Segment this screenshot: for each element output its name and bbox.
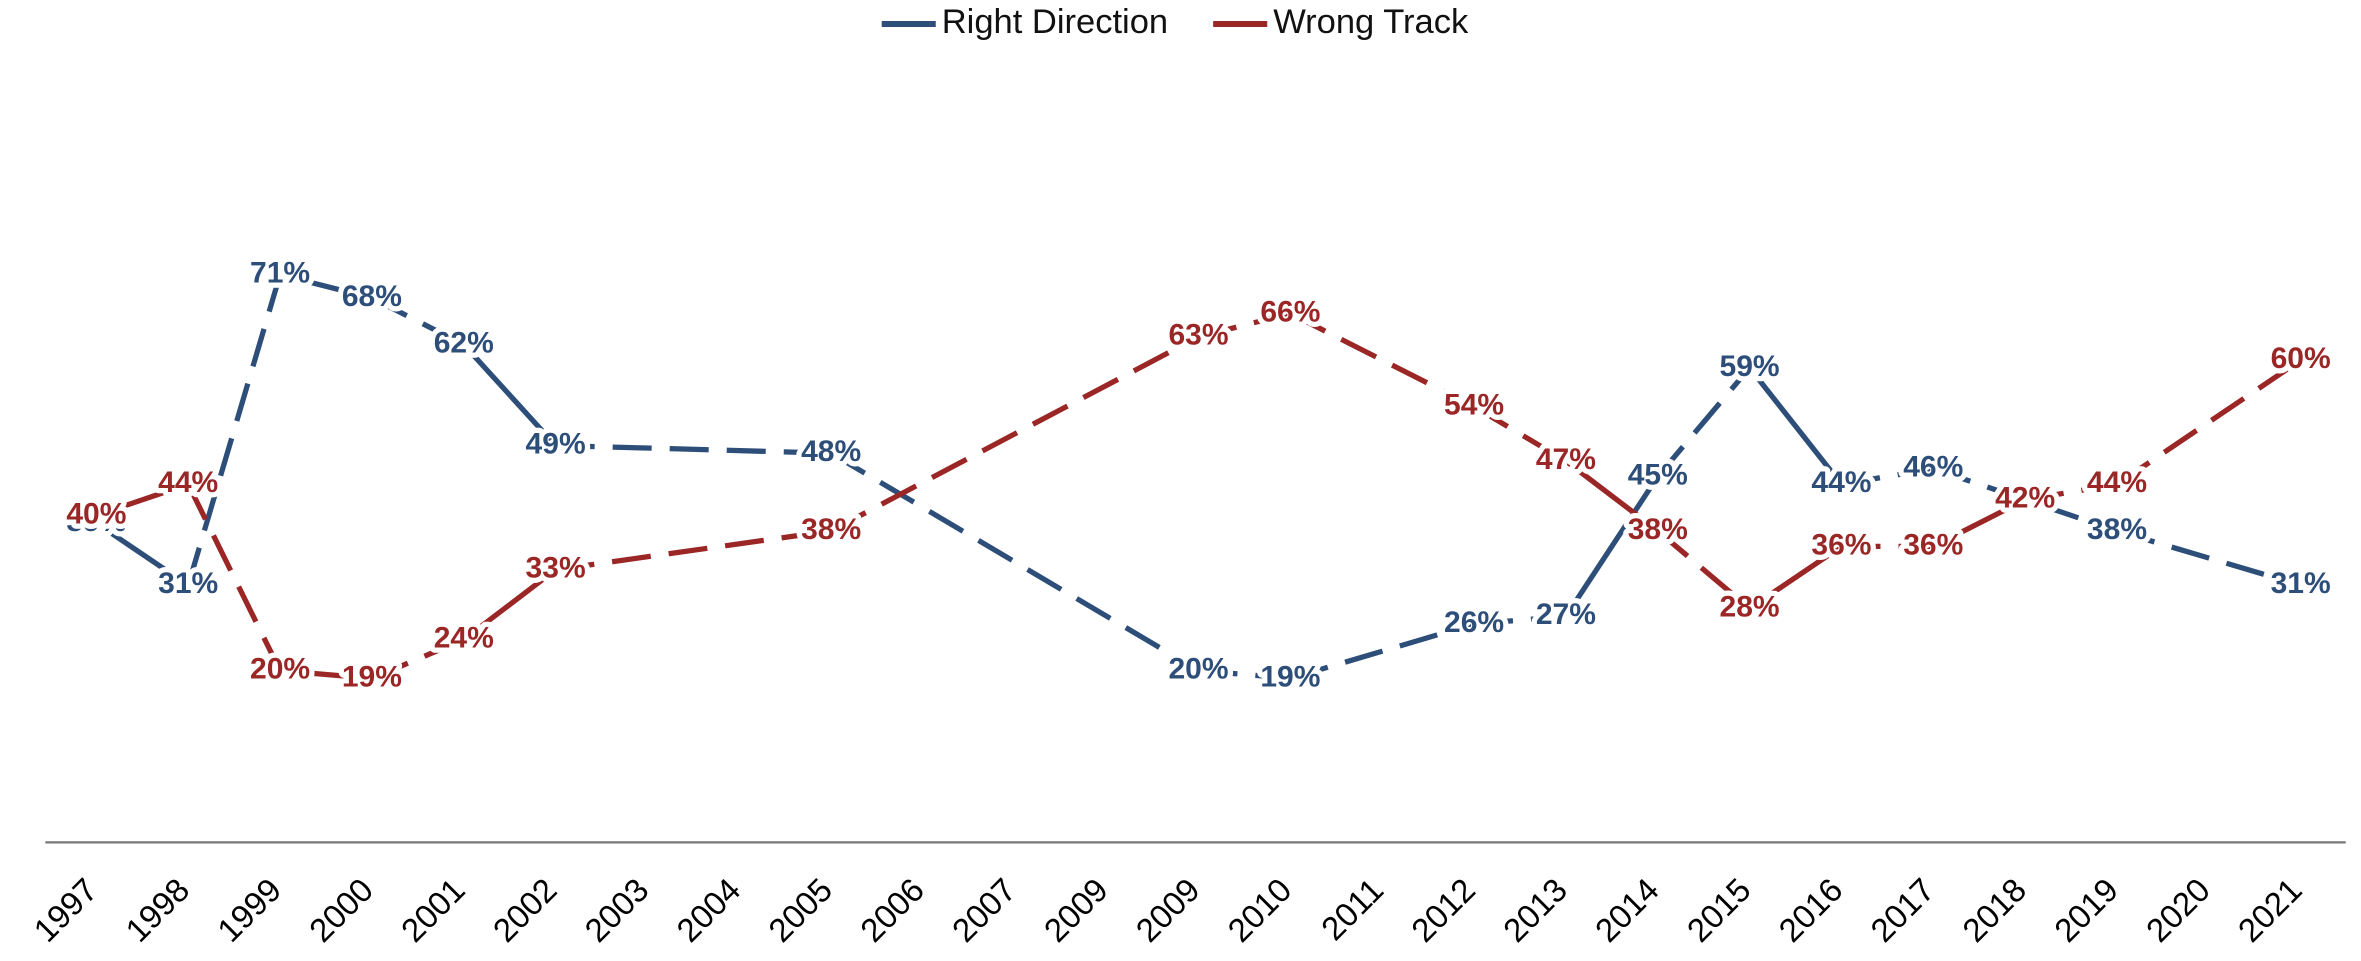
line-segment xyxy=(555,442,832,456)
x-tick-label: 2021 xyxy=(2231,871,2309,949)
data-label: 20% xyxy=(250,653,310,686)
data-label: 19% xyxy=(342,660,402,693)
data-label: 44% xyxy=(158,466,218,499)
line-segment xyxy=(829,450,1200,673)
x-tick-label: 2016 xyxy=(1771,871,1849,949)
x-tick-label: 2011 xyxy=(1314,871,1390,947)
line-segment xyxy=(370,637,465,681)
line-segment xyxy=(1198,667,1291,681)
line-segment xyxy=(1563,475,1660,618)
x-tick-label: 2009 xyxy=(1129,871,1207,949)
line-segment xyxy=(370,295,465,347)
x-tick-label: 2017 xyxy=(1863,871,1941,949)
line-segment xyxy=(1932,466,2118,534)
data-label: 59% xyxy=(1720,350,1780,383)
line-segment xyxy=(1747,366,1844,486)
data-label: 42% xyxy=(1995,482,2055,515)
x-tick-label: 2002 xyxy=(486,871,564,949)
data-label: 44% xyxy=(1811,466,1871,499)
data-label: 48% xyxy=(801,435,861,468)
line-segment xyxy=(1655,366,1752,479)
data-label: 31% xyxy=(2271,567,2331,600)
data-label: 31% xyxy=(158,567,218,600)
data-label: 47% xyxy=(1536,443,1596,476)
data-label: 38% xyxy=(2087,513,2147,546)
x-tick-label: 2018 xyxy=(1955,871,2033,949)
data-label: 66% xyxy=(1260,295,1320,328)
legend-label: Wrong Track xyxy=(1273,3,1469,41)
data-label: 27% xyxy=(1536,598,1596,631)
data-label: 44% xyxy=(2087,466,2147,499)
legend-label: Right Direction xyxy=(942,3,1168,41)
line-segment xyxy=(1840,466,1934,487)
x-tick-label: 2010 xyxy=(1220,871,1298,949)
x-tick-label: 2009 xyxy=(1037,871,1115,949)
data-label: 63% xyxy=(1168,319,1228,352)
data-label: 39% xyxy=(66,505,126,538)
data-label: 71% xyxy=(250,257,310,290)
data-label: 24% xyxy=(434,621,494,654)
line-segment xyxy=(1197,310,1292,340)
line-segment xyxy=(1289,311,1476,409)
line-segment xyxy=(829,334,1200,534)
data-label: 19% xyxy=(1260,660,1320,693)
data-label: 38% xyxy=(1628,513,1688,546)
line-segment xyxy=(1656,528,1752,611)
line-segment xyxy=(94,520,190,588)
x-tick-label: 1998 xyxy=(118,871,196,949)
line-segment xyxy=(2116,528,2302,588)
line-segment xyxy=(279,667,373,681)
x-tick-label: 2004 xyxy=(669,871,747,949)
data-label: 68% xyxy=(342,280,402,313)
data-label: 54% xyxy=(1444,389,1504,422)
x-tick-label: 2019 xyxy=(2047,871,2125,949)
data-label: 20% xyxy=(1168,653,1228,686)
data-label: 36% xyxy=(1811,528,1871,561)
data-label: 33% xyxy=(526,552,586,585)
data-label: 46% xyxy=(1903,451,1963,484)
x-tick-label: 2006 xyxy=(853,871,931,949)
line-segment xyxy=(1748,544,1843,611)
data-label: 49% xyxy=(526,427,586,460)
line-segment xyxy=(95,481,190,518)
data-labels: 39% 31% 71% 68% 62% 49% 48% 20% 19% 26% 27% 45% 59% 4… xyxy=(61,251,2336,698)
x-tick-label: 2000 xyxy=(302,871,380,949)
data-label: 62% xyxy=(434,326,494,359)
data-label: 40% xyxy=(66,497,126,530)
line-segment xyxy=(1932,497,2027,549)
line-segment xyxy=(461,342,558,448)
line-segment xyxy=(1473,613,1567,627)
data-label: 38% xyxy=(801,513,861,546)
x-tick-label: 1997 xyxy=(26,871,104,949)
x-tick-label: 2007 xyxy=(945,871,1023,949)
line-segment xyxy=(1472,404,1568,464)
line-segment xyxy=(185,483,283,672)
data-label: 28% xyxy=(1720,590,1780,623)
line-segment xyxy=(1564,458,1660,533)
data-label: 60% xyxy=(2271,342,2331,375)
x-tick-label: 2005 xyxy=(761,871,839,949)
x-tick-label: 2014 xyxy=(1588,871,1666,949)
x-tick-label: 1999 xyxy=(210,871,288,949)
line-segment xyxy=(185,273,283,586)
line-segment xyxy=(1289,621,1475,681)
line-segment xyxy=(2024,481,2118,503)
line-segment xyxy=(2115,357,2303,487)
line-segment xyxy=(462,567,558,642)
data-label: 26% xyxy=(1444,606,1504,639)
line-segment xyxy=(279,272,373,301)
x-tick-label: 2012 xyxy=(1404,871,1482,949)
line-segment xyxy=(555,528,832,573)
x-tick-label: 2013 xyxy=(1496,871,1574,949)
x-tick-label: 2003 xyxy=(577,871,655,949)
data-label: 36% xyxy=(1903,528,1963,561)
data-label: 45% xyxy=(1628,458,1688,491)
x-tick-label: 2015 xyxy=(1680,871,1758,949)
x-tick-label: 2020 xyxy=(2139,871,2217,949)
x-tick-label: 2001 xyxy=(394,871,472,949)
